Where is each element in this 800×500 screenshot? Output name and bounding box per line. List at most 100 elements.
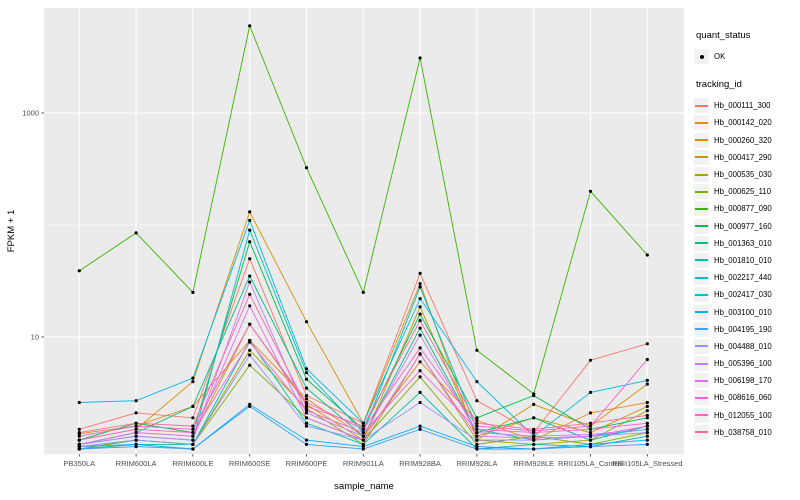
legend-item-Hb_004195_190: Hb_004195_190 (694, 321, 798, 338)
data-point (475, 424, 479, 428)
data-point (134, 421, 138, 425)
legend-item-label: Hb_001363_010 (714, 238, 772, 248)
x-tick-label: RRIM600PE (286, 459, 328, 468)
point-symbol-icon (699, 54, 704, 59)
data-point (134, 424, 138, 428)
data-point (134, 445, 138, 449)
data-point (418, 369, 422, 373)
data-point (588, 358, 593, 362)
legend-item-label: Hb_005396_100 (714, 359, 772, 369)
data-point (304, 411, 309, 415)
data-point (645, 382, 649, 386)
legend-line-swatch (695, 121, 708, 124)
data-point (248, 210, 252, 214)
y-tick-label: 10 (31, 333, 39, 342)
legend-line-swatch (695, 207, 708, 210)
legend-item-label: OK (714, 52, 726, 62)
legend-item-label: Hb_000977_160 (714, 221, 772, 231)
data-point (304, 404, 309, 408)
legend-key-box (694, 304, 709, 320)
legend-line-swatch (695, 293, 708, 296)
legend-item-label: Hb_004195_190 (714, 324, 772, 334)
data-point (418, 333, 422, 337)
data-point (418, 427, 422, 431)
legend-key-box (694, 167, 709, 183)
data-point (248, 280, 252, 284)
data-point (361, 438, 365, 442)
legend-item-label: Hb_000625_110 (714, 187, 772, 197)
data-point (645, 413, 649, 417)
legend-line-swatch (695, 362, 708, 365)
data-point (645, 400, 649, 405)
data-point (418, 326, 422, 330)
data-point (191, 438, 195, 442)
legend-item-Hb_002217_440: Hb_002217_440 (694, 269, 798, 286)
legend-item-Hb_000977_160: Hb_000977_160 (694, 218, 798, 235)
data-point (248, 363, 252, 367)
data-point (418, 312, 422, 316)
data-point (248, 292, 252, 296)
data-point (475, 380, 479, 384)
data-point (134, 434, 138, 438)
data-point (361, 442, 365, 446)
data-point (418, 56, 422, 60)
y-axis-title: FPKM + 1 (6, 210, 17, 253)
legend-item-label: Hb_000417_290 (714, 152, 772, 162)
data-point (588, 438, 593, 442)
data-point (475, 442, 479, 446)
legend-item-Hb_000260_320: Hb_000260_320 (694, 132, 798, 149)
legend-tracking-items: Hb_000111_300 Hb_000142_020 Hb_000260_320 H… (694, 97, 798, 441)
data-point (77, 427, 81, 431)
data-point (77, 438, 81, 442)
legend-line-swatch (695, 311, 708, 314)
data-point (418, 305, 422, 309)
data-point (361, 447, 365, 451)
legend-item-label: Hb_000260_320 (714, 135, 772, 145)
data-point (361, 445, 365, 449)
data-point (248, 240, 252, 244)
data-point (304, 400, 309, 405)
legend-item-Hb_000877_090: Hb_000877_090 (694, 200, 798, 217)
data-point (304, 438, 309, 442)
data-point (645, 434, 649, 438)
legend-key-box (694, 424, 709, 440)
x-tick-label: RRIM928LE (513, 459, 554, 468)
data-point (304, 386, 309, 390)
legend-item-Hb_012055_100: Hb_012055_100 (694, 407, 798, 424)
legend-item-Hb_005396_100: Hb_005396_100 (694, 355, 798, 372)
data-point (645, 431, 649, 435)
data-point (134, 231, 138, 235)
legend-line-swatch (695, 173, 708, 176)
data-point (191, 290, 195, 294)
legend-line-swatch (695, 345, 708, 348)
data-point (191, 416, 195, 420)
legend-item-label: Hb_004488_010 (714, 341, 772, 351)
data-point (532, 416, 536, 420)
legend-item-quant-ok: OK (694, 48, 798, 65)
data-point (475, 445, 479, 449)
x-tick-label: RRIM928LA (456, 459, 497, 468)
legend-item-Hb_001363_010: Hb_001363_010 (694, 235, 798, 252)
legend-item-label: Hb_000877_090 (714, 204, 772, 214)
data-point (532, 447, 536, 451)
data-point (418, 400, 422, 405)
legend-item-label: Hb_001810_010 (714, 255, 772, 265)
data-point (304, 394, 309, 398)
x-tick-label: RRIM600LE (172, 459, 213, 468)
data-point (77, 445, 81, 449)
data-point (191, 380, 195, 384)
data-point (304, 371, 309, 375)
data-point (588, 434, 593, 438)
data-point (418, 282, 422, 286)
legend-item-Hb_000625_110: Hb_000625_110 (694, 183, 798, 200)
legend-line-swatch (695, 328, 708, 331)
data-point (304, 409, 309, 413)
data-point (304, 320, 309, 324)
legend-item-label: Hb_003100_010 (714, 307, 772, 317)
legend-item-Hb_000111_300: Hb_000111_300 (694, 97, 798, 114)
data-point (418, 375, 422, 379)
legend-key-box (694, 201, 709, 217)
legend-item-Hb_000142_020: Hb_000142_020 (694, 114, 798, 131)
legend-key-box (694, 218, 709, 234)
data-point (418, 390, 422, 394)
